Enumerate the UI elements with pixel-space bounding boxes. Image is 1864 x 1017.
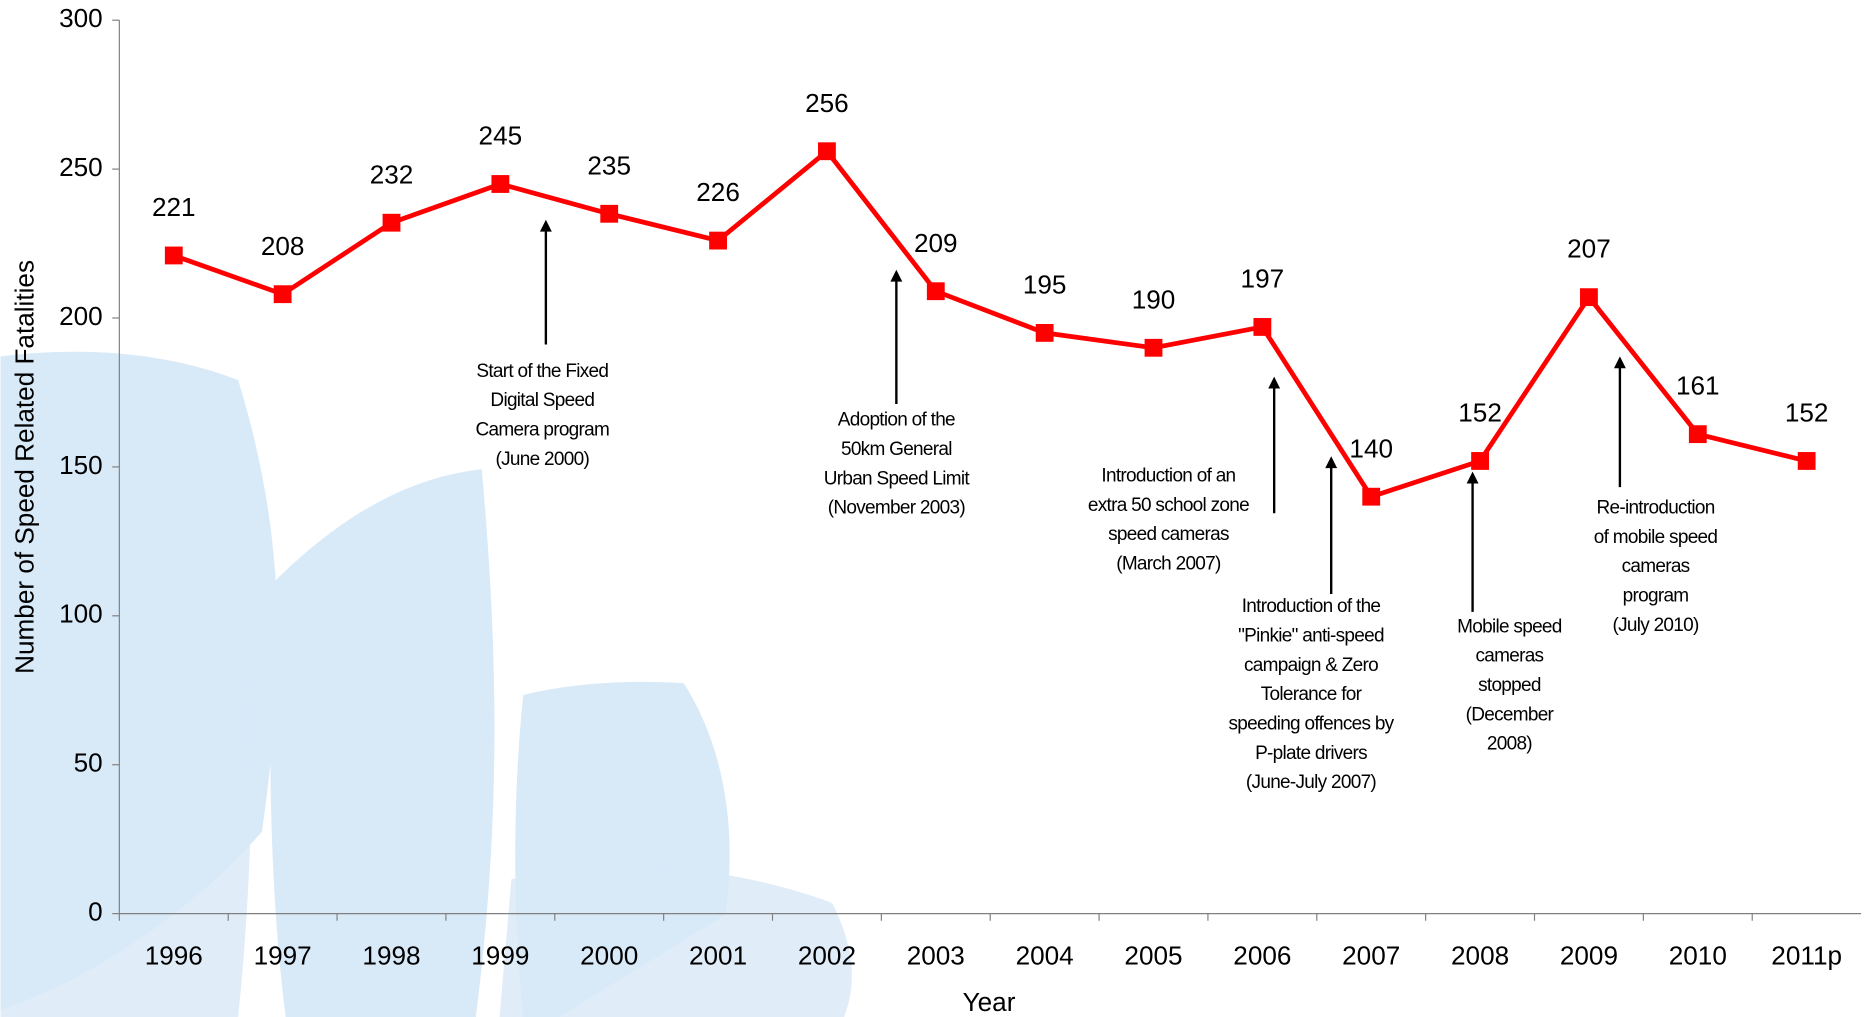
data-label: 232 [370, 159, 414, 189]
data-line [172, 148, 1808, 500]
x-tick-label: 2010 [1669, 941, 1727, 971]
x-axis-title: Year [963, 987, 1016, 1017]
x-tick-label: 2001 [689, 941, 747, 971]
data-label: 235 [587, 150, 631, 180]
data-label: 226 [696, 177, 740, 207]
data-point [164, 246, 183, 265]
annotation-text: extra 50 school zone [1088, 495, 1249, 516]
annotation-text: Tolerance for [1261, 684, 1363, 705]
data-label: 152 [1458, 398, 1502, 428]
data-point [926, 282, 945, 301]
annotation-text: cameras [1622, 556, 1690, 577]
annotation-text: "Pinkie" anti-speed [1238, 625, 1384, 646]
annotation-text: P-plate drivers [1255, 743, 1367, 764]
data-point [709, 231, 727, 250]
x-tick-label: 2003 [907, 941, 965, 971]
y-tick-label: 100 [59, 599, 103, 629]
annotation-arrowhead [1268, 376, 1281, 389]
data-point [1144, 338, 1163, 357]
data-point [273, 285, 292, 304]
annotation-text: of mobile speed [1594, 527, 1718, 548]
x-tick-label: 1996 [145, 941, 203, 971]
annotation-text: Re-introduction [1596, 498, 1714, 519]
data-label: 190 [1132, 284, 1176, 314]
annotation-arrowhead [1325, 456, 1338, 469]
annotation-text: 2008) [1487, 734, 1532, 755]
annotation-text: Mobile speed [1457, 616, 1562, 637]
x-tick-label: 2005 [1124, 941, 1182, 971]
annotation-text: (July 2010) [1612, 615, 1699, 636]
data-point [1362, 487, 1381, 506]
x-tick-label: 1999 [471, 941, 529, 971]
annotation-text: Introduction of an [1101, 465, 1235, 486]
background-logo [0, 351, 852, 1017]
data-point [1688, 425, 1707, 444]
x-tick-label: 2009 [1560, 941, 1618, 971]
annotation-text: Introduction of the [1242, 596, 1381, 617]
data-label: 195 [1023, 269, 1067, 299]
annotation-text: 50km General [841, 439, 952, 460]
annotation-text: Adoption of the [838, 410, 955, 431]
y-tick-label: 0 [88, 897, 103, 927]
annotation-text: Digital Speed [490, 390, 594, 411]
annotation-arrowhead [1466, 471, 1479, 484]
data-label: 152 [1785, 398, 1829, 428]
x-tick-label: 1998 [362, 941, 420, 971]
annotation-text: Start of the Fixed [476, 361, 608, 382]
x-tick-label: 2004 [1016, 941, 1074, 971]
annotation-text: Camera program [475, 420, 609, 441]
data-label: 245 [479, 121, 523, 151]
x-tick-label: 2011p [1771, 941, 1842, 971]
x-tick-label: 2000 [580, 941, 638, 971]
data-point [600, 204, 619, 223]
data-point [1797, 452, 1816, 470]
annotation-text: (June-July 2007) [1246, 772, 1376, 793]
data-point [1471, 452, 1489, 470]
data-label: 209 [914, 228, 958, 258]
data-point [382, 213, 401, 232]
data-label: 161 [1676, 371, 1720, 401]
data-label: 256 [805, 88, 849, 118]
annotation-arrowhead [539, 219, 552, 232]
data-point [491, 175, 510, 193]
data-label: 197 [1241, 264, 1285, 294]
annotation-text: Urban Speed Limit [824, 468, 971, 489]
annotation-arrowhead [1613, 356, 1626, 369]
y-tick-label: 300 [59, 3, 103, 33]
annotation-text: speeding offences by [1229, 714, 1395, 735]
annotation-text: campaign & Zero [1244, 655, 1378, 676]
annotation-arrowhead [890, 269, 903, 282]
annotation-text: program [1623, 586, 1689, 607]
annotation-text: (March 2007) [1116, 553, 1221, 574]
data-label: 207 [1567, 234, 1611, 264]
data-point [818, 142, 836, 161]
y-tick-label: 200 [59, 301, 103, 331]
x-tick-label: 2002 [798, 941, 856, 971]
annotation-text: (November 2003) [828, 498, 966, 519]
annotation-text: (December [1466, 704, 1555, 725]
y-tick-label: 250 [59, 152, 103, 182]
x-tick-label: 2006 [1233, 941, 1291, 971]
data-point [1580, 288, 1598, 307]
x-tick-label: 2008 [1451, 941, 1509, 971]
y-axis-title: Number of Speed Related Fatalities [10, 260, 40, 674]
data-point [1253, 318, 1272, 336]
annotation-text: speed cameras [1108, 524, 1229, 545]
data-label: 208 [261, 231, 305, 261]
x-tick-label: 1997 [254, 941, 312, 971]
x-tick-label: 2007 [1342, 941, 1400, 971]
data-point [1035, 323, 1054, 342]
data-label: 140 [1349, 433, 1393, 463]
data-label: 221 [152, 192, 196, 222]
y-tick-label: 150 [59, 450, 103, 480]
y-tick-label: 50 [74, 748, 103, 778]
annotation-text: (June 2000) [496, 449, 590, 470]
annotation-text: cameras [1475, 646, 1543, 667]
annotation-text: stopped [1478, 675, 1541, 696]
